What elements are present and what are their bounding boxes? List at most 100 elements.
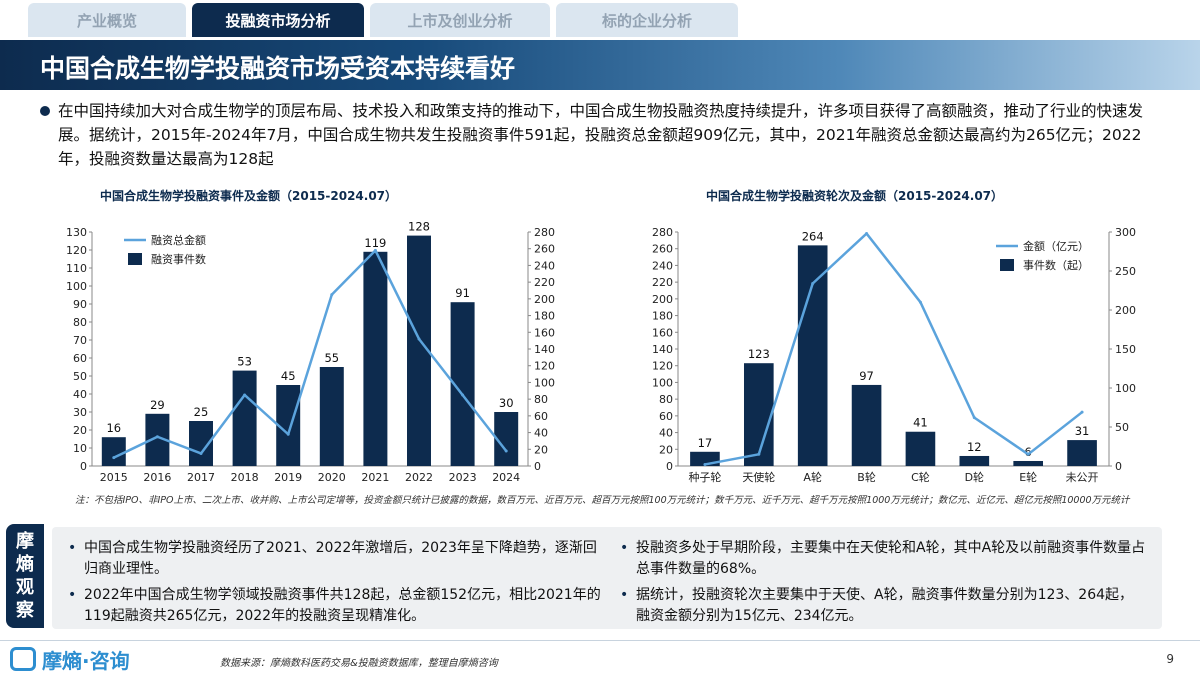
chart1-bar: [189, 421, 213, 466]
chart1-line-point: [155, 435, 159, 439]
chart1-line-point: [199, 451, 203, 455]
chart2-bar: [905, 431, 936, 466]
chart1-left-tick-label: 50: [73, 370, 87, 383]
logo-text: 摩熵·咨询: [42, 648, 130, 673]
chart1-bar-label: 45: [281, 369, 296, 383]
chart1-right-tick-label: 40: [534, 427, 548, 440]
chart1-bar-label: 29: [150, 398, 165, 412]
chart2-category-label: E轮: [1019, 470, 1037, 484]
page-title: 中国合成生物学投融资市场受资本持续看好: [40, 54, 516, 83]
chart2-right-tick-label: 50: [1115, 421, 1129, 434]
chart2-left-tick-label: 120: [652, 360, 673, 373]
chart2-legend-bar-swatch: [1000, 259, 1014, 271]
chart2-bar-label: 31: [1075, 424, 1090, 438]
chart1-bar: [407, 235, 431, 466]
chart1-right-tick-label: 20: [534, 443, 548, 456]
chart1-bar-label: 128: [408, 220, 430, 234]
nav-tabs: 产业概览 投融资市场分析 上市及创业分析 标的企业分析: [0, 0, 1200, 40]
chart1-bar-label: 25: [194, 405, 209, 419]
chart2-line-point: [865, 232, 869, 236]
chart2-bar-label: 97: [859, 369, 874, 383]
chart2-right-tick-label: 200: [1115, 304, 1136, 317]
chart2-title: 中国合成生物学投融资轮次及金额（2015-2024.07）: [706, 189, 1004, 203]
chart1-left-tick-label: 30: [73, 406, 87, 419]
chart1-line-point: [504, 449, 508, 453]
chart-note: 注：不包括IPO、非IPO上市、二次上市、收并购、上市公司定增等，投资金额只统计…: [75, 495, 1130, 506]
chart1-line-point: [330, 293, 334, 297]
observation-label-char: 熵: [16, 554, 34, 575]
logo-mark-icon: [10, 647, 36, 671]
footer-divider: [0, 640, 1200, 641]
chart1-right-tick-label: 160: [534, 326, 555, 339]
chart1-category-label: 2017: [187, 471, 215, 484]
chart1-bar: [276, 385, 301, 466]
chart2-left-tick-label: 220: [652, 276, 673, 289]
chart2-left-tick-label: 100: [652, 376, 673, 389]
chart2-line-point: [1080, 410, 1084, 414]
chart1-left-tick-label: 130: [66, 226, 87, 239]
chart1-right-tick-label: 200: [534, 293, 555, 306]
chart1-bar-label: 55: [324, 351, 339, 365]
chart2-bar: [743, 363, 774, 466]
tab-listing-analysis[interactable]: 上市及创业分析: [370, 3, 550, 37]
chart2-left-tick-label: 20: [659, 443, 673, 456]
chart2-left-tick-label: 280: [652, 226, 673, 239]
chart1-left-tick-label: 80: [73, 316, 87, 329]
tab-investment-analysis[interactable]: 投融资市场分析: [192, 3, 364, 37]
chart1-line-point: [417, 337, 421, 341]
chart2-bar-label: 12: [967, 440, 982, 454]
chart2-line-point: [811, 281, 815, 285]
chart1-right-tick-label: 60: [534, 410, 548, 423]
chart1-title: 中国合成生物学投融资事件及金额（2015-2024.07）: [100, 189, 398, 203]
chart1-bar: [319, 367, 344, 466]
chart2-bar-label: 41: [913, 416, 928, 430]
chart1-bar: [450, 302, 475, 466]
chart2-bar: [1013, 460, 1044, 466]
chart1-right-tick-label: 260: [534, 243, 555, 256]
tab-industry-overview[interactable]: 产业概览: [28, 3, 186, 37]
chart1-bar-label: 53: [237, 355, 252, 369]
chart1-legend-bar-swatch: [128, 253, 142, 265]
chart1-line-point: [286, 432, 290, 436]
chart1-line-point: [112, 456, 116, 460]
chart1-right-tick-label: 140: [534, 343, 555, 356]
chart1-bar-label: 91: [455, 286, 470, 300]
chart1-left-tick-label: 60: [73, 352, 87, 365]
tab-target-companies[interactable]: 标的企业分析: [556, 3, 738, 37]
chart1-bar-label: 119: [364, 236, 386, 250]
chart1-category-label: 2019: [274, 471, 302, 484]
chart2-bar: [959, 455, 990, 466]
chart1-right-tick-label: 280: [534, 226, 555, 239]
chart2-bar-label: 123: [748, 347, 770, 361]
chart1-right-tick-label: 100: [534, 376, 555, 389]
observation-label-char: 摩: [16, 531, 34, 552]
chart1-left-tick-label: 110: [66, 262, 87, 275]
chart1-left-tick-label: 10: [73, 442, 87, 455]
observation-item: 投融资多处于早期阶段，主要集中在天使轮和A轮，其中A轮及以前融资事件数量占总事件…: [620, 538, 1146, 580]
observation-label-char: 观: [16, 577, 34, 598]
chart1-right-tick-label: 120: [534, 360, 555, 373]
chart2-line-point: [757, 452, 761, 456]
chart1-bar-label: 16: [106, 421, 121, 435]
chart2-legend-label: 事件数（起）: [1023, 259, 1089, 272]
chart2-left-tick-label: 80: [659, 393, 673, 406]
chart1-category-label: 2023: [449, 471, 477, 484]
company-logo: 摩熵·咨询: [10, 646, 130, 673]
chart1-category-label: 2015: [100, 471, 128, 484]
chart1-category-label: 2022: [405, 471, 433, 484]
chart1-category-label: 2020: [318, 471, 346, 484]
chart1-bar: [232, 370, 257, 466]
chart2-series-line: [704, 232, 1083, 466]
chart1-right-tick-label: 220: [534, 276, 555, 289]
chart1-bar: [101, 437, 126, 466]
chart2-right-tick-label: 300: [1115, 226, 1136, 239]
title-bar: 中国合成生物学投融资市场受资本持续看好: [0, 40, 1200, 90]
chart1-left-tick-label: 0: [80, 460, 87, 473]
chart2-left-tick-label: 260: [652, 243, 673, 256]
chart1-category-label: 2021: [361, 471, 389, 484]
chart1-category-label: 2024: [492, 471, 520, 484]
chart1-bar: [363, 251, 388, 466]
chart2-bar: [851, 384, 882, 466]
chart1-bar-label: 30: [499, 396, 514, 410]
